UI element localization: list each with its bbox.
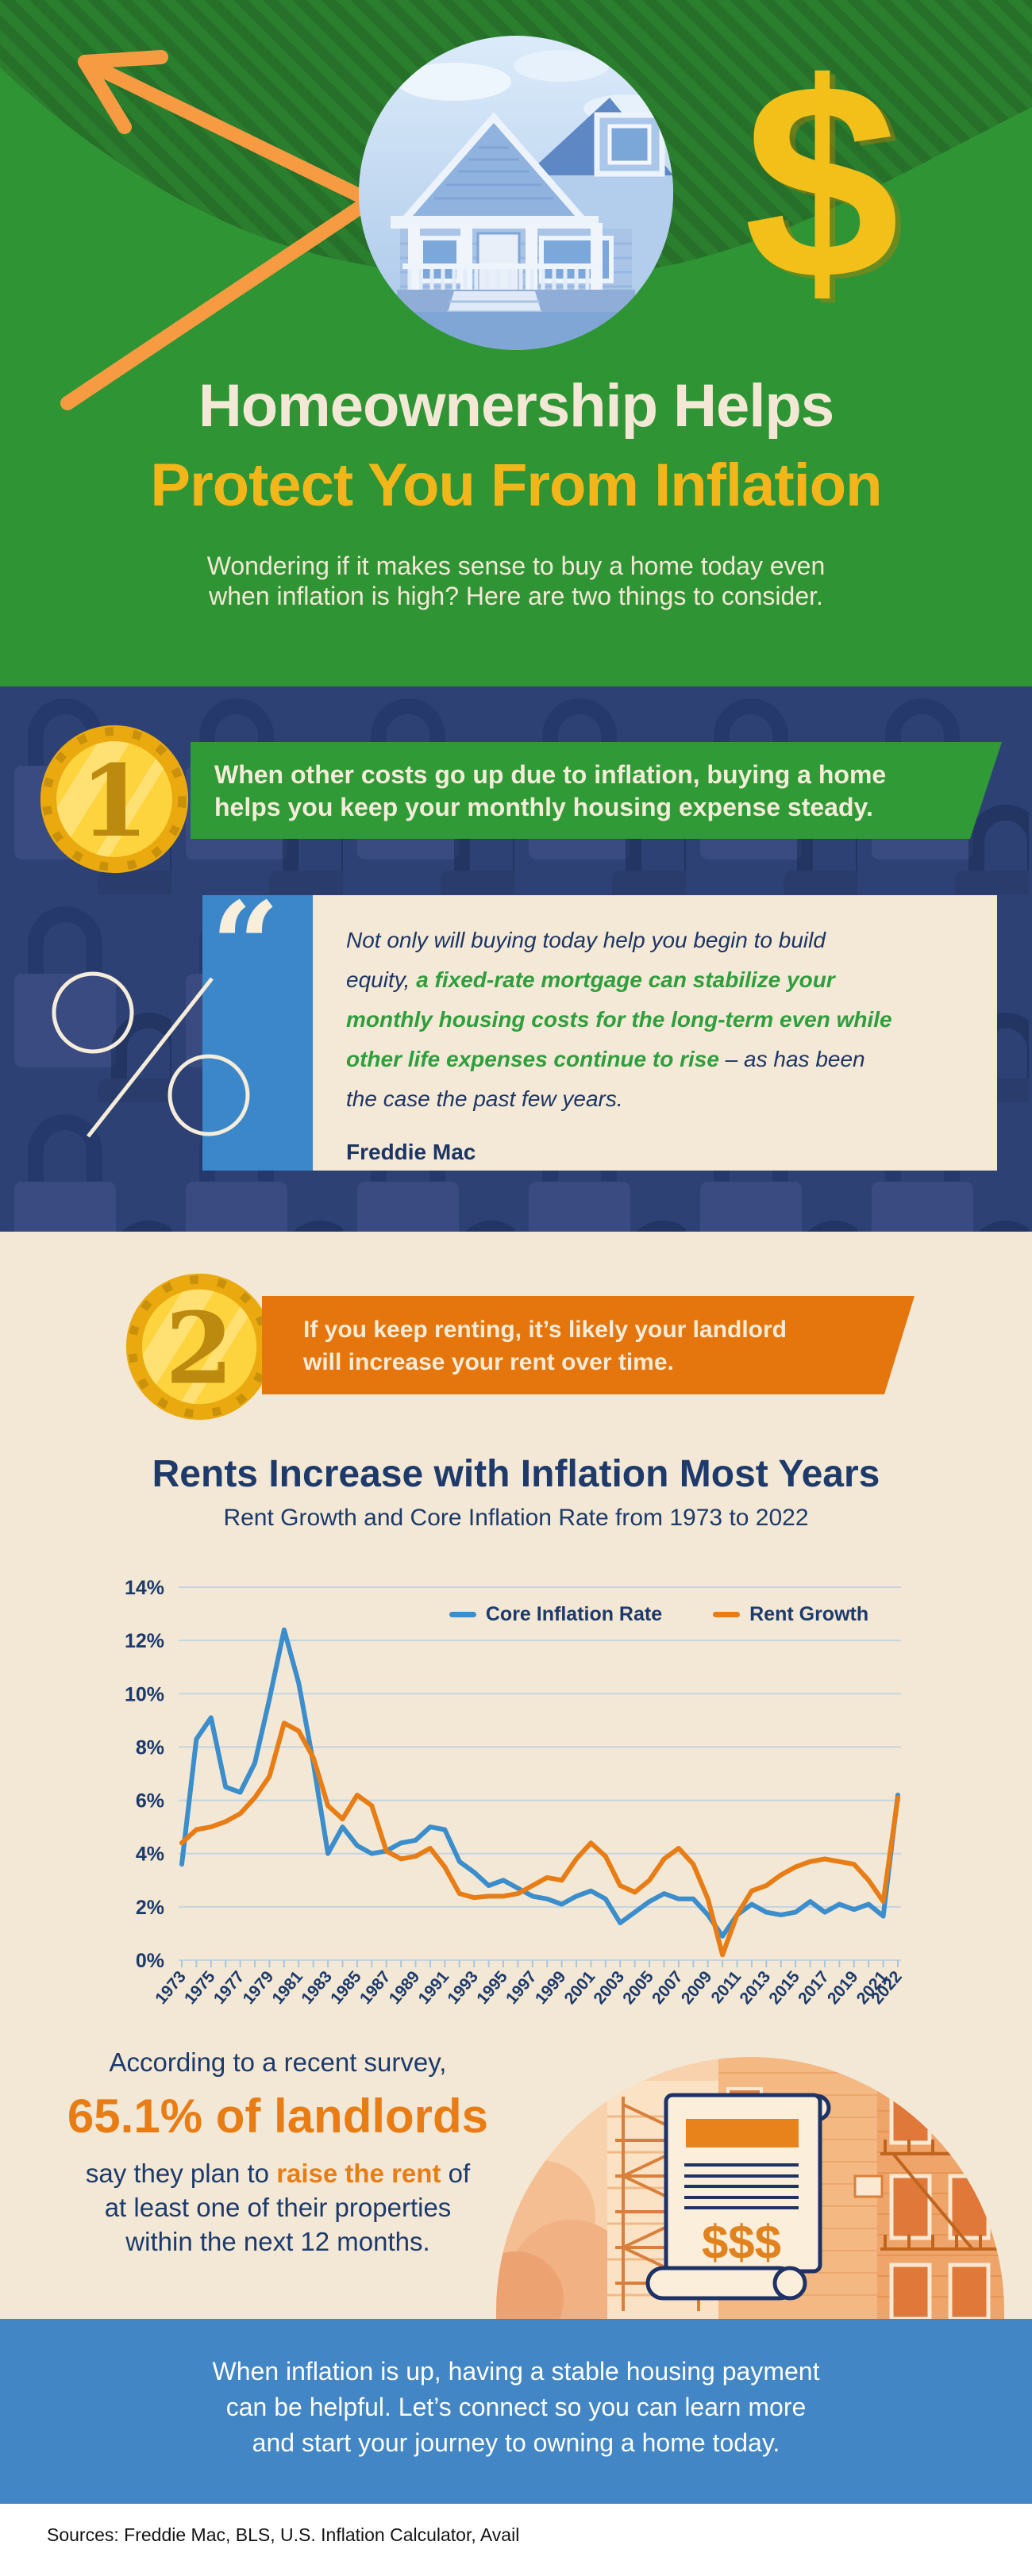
survey-stat: 65.1% of landlords (67, 2090, 489, 2143)
svg-text:1997: 1997 (503, 1967, 541, 2008)
bill-text-lines (684, 2163, 799, 2209)
title-line1: Homeownership Helps (198, 372, 834, 440)
dormer-window (607, 124, 652, 165)
lawn (359, 312, 673, 350)
svg-text:1973: 1973 (152, 1967, 190, 2008)
point2-section: 2 If you keep renting, it’s likely your … (0, 1232, 1032, 2319)
svg-text:1983: 1983 (298, 1967, 336, 2008)
point1-number: 1 (80, 744, 149, 859)
core-inflation-line-swatch (449, 1612, 476, 1617)
bill-dollars-text: $$$ (702, 2216, 781, 2269)
rent-growth-line-swatch (713, 1612, 741, 1617)
legend-rent-growth: Rent Growth (713, 1603, 868, 1626)
dollar-sign-icon: $ (744, 25, 899, 337)
svg-text:1985: 1985 (327, 1967, 365, 2008)
svg-text:4%: 4% (136, 1844, 164, 1866)
svg-text:1995: 1995 (473, 1967, 511, 2008)
chart-legend: Core Inflation Rate Rent Growth (286, 1603, 1032, 1626)
svg-text:2007: 2007 (649, 1967, 687, 2008)
chart-subheading: Rent Growth and Core Inflation Rate from… (223, 1505, 809, 1531)
point1-banner: When other costs go up due to inflation,… (191, 742, 1002, 839)
rent-inflation-chart: 0% 2% 4% 6% 8% 10% 12% 14% 1973 1975 1977 1979 1981 1… (0, 1579, 1032, 2040)
cloud (397, 63, 511, 101)
cta-footer: When inflation is up, having a stable ho… (0, 2319, 1032, 2504)
svg-text:2001: 2001 (561, 1967, 599, 2008)
svg-text:1975: 1975 (181, 1967, 219, 2008)
svg-text:1979: 1979 (240, 1967, 278, 2008)
chart-heading: Rents Increase with Inflation Most Years (152, 1453, 880, 1495)
svg-text:1981: 1981 (268, 1967, 306, 2008)
svg-text:1987: 1987 (356, 1967, 395, 2008)
rent-bill-icon: $$$ (645, 2093, 831, 2301)
svg-text:8%: 8% (136, 1736, 164, 1759)
svg-text:1999: 1999 (532, 1967, 570, 2008)
quote-accent-bar (202, 895, 313, 1171)
svg-text:2011: 2011 (707, 1967, 745, 2007)
svg-text:2019: 2019 (824, 1967, 862, 2008)
svg-text:2003: 2003 (590, 1967, 628, 2008)
svg-text:2015: 2015 (765, 1967, 803, 2008)
quote-card: Not only will buying today help you begi… (313, 895, 997, 1171)
svg-text:1989: 1989 (386, 1967, 424, 2008)
point2-number: 2 (165, 1292, 233, 1407)
page-title: Homeownership Helps Protect You From Inf… (0, 367, 1032, 525)
svg-text:1993: 1993 (444, 1967, 482, 2008)
survey-stat-block: According to a recent survey, 65.1% of l… (32, 2047, 524, 2259)
svg-text:10%: 10% (125, 1683, 164, 1705)
scroll-bottom-band (645, 2266, 797, 2301)
point2-banner: If you keep renting, it’s likely your la… (262, 1296, 915, 1394)
svg-text:12%: 12% (125, 1630, 164, 1652)
svg-text:14%: 14% (125, 1579, 164, 1599)
percent-icon (52, 971, 250, 1138)
quote-attribution: Freddie Mac (346, 1140, 476, 1164)
svg-text:1991: 1991 (415, 1967, 453, 2008)
cta-text: When inflation is up, having a stable ho… (212, 2357, 820, 2457)
survey-detail: say they plan to raise the rent of at le… (85, 2159, 471, 2256)
svg-text:6%: 6% (136, 1790, 164, 1813)
house-photo (359, 36, 673, 350)
svg-text:2005: 2005 (619, 1967, 657, 2008)
porch-railing (402, 263, 603, 269)
chart-plot: 0%2%4%6%8%10%12%14%197319751977197919811… (125, 1579, 906, 2008)
open-quote-icon: “ (211, 876, 280, 1016)
svg-text:2009: 2009 (678, 1967, 716, 2008)
svg-text:2017: 2017 (795, 1967, 833, 2008)
scroll-bottom-curl (772, 2266, 807, 2301)
sources-bar: Sources: Freddie Mac, BLS, U.S. Inflatio… (0, 2504, 1032, 2576)
window (889, 2078, 932, 2145)
hero-section: $ Homeownership Helps Protect You From I… (0, 0, 1032, 686)
legend-core-inflation: Core Inflation Rate (449, 1603, 662, 1626)
hero-subtitle: Wondering if it makes sense to buy a hom… (206, 552, 826, 610)
survey-intro: According to a recent survey, (109, 2047, 447, 2077)
coin-1-icon: 1 (40, 725, 189, 874)
point1-section: 1 When other costs go up due to inflatio… (0, 686, 1032, 1232)
bill-header-bar (686, 2119, 799, 2147)
svg-text:2%: 2% (136, 1897, 164, 1919)
title-line2: Protect You From Inflation (150, 452, 882, 519)
quote-text: Not only will buying today help you begi… (346, 928, 892, 1111)
svg-text:0%: 0% (136, 1950, 164, 1972)
ac-unit (853, 2174, 884, 2198)
svg-text:1977: 1977 (210, 1967, 248, 2008)
svg-text:2013: 2013 (737, 1967, 775, 2008)
sources-text: Sources: Freddie Mac, BLS, U.S. Inflatio… (47, 2524, 520, 2545)
coin-2-icon: 2 (125, 1273, 273, 1421)
